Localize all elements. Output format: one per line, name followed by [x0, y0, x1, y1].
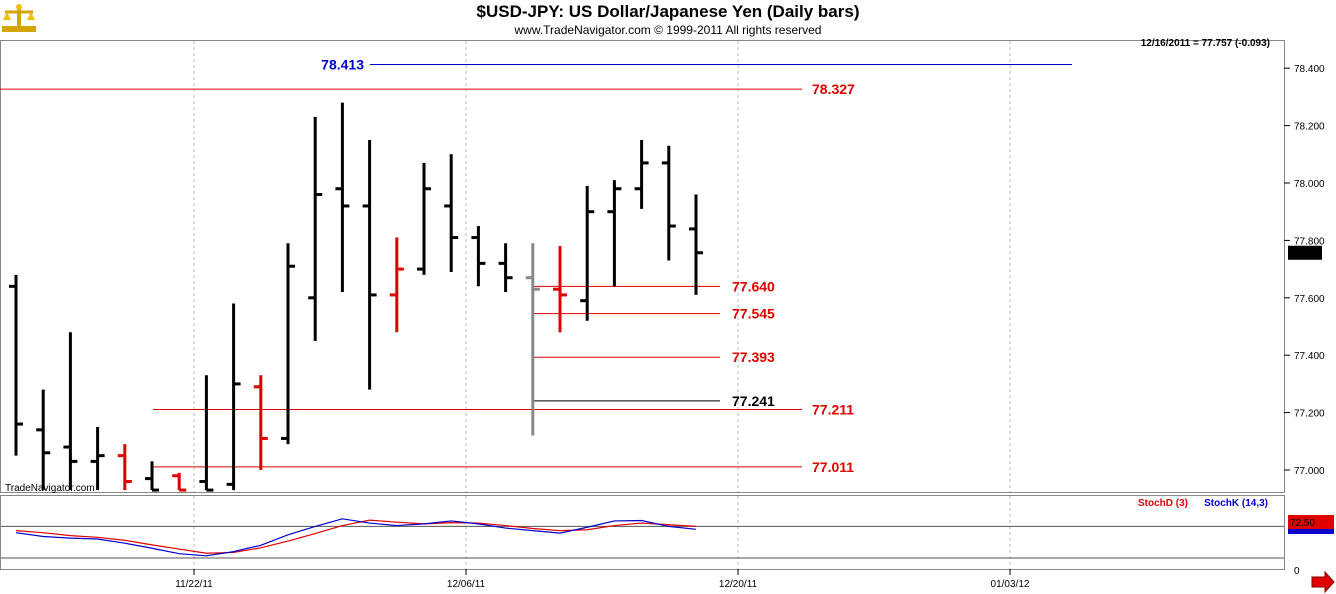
- watermark: TradeNavigator.com: [5, 483, 95, 494]
- legend-stochd: StochD (3): [1138, 498, 1188, 509]
- svg-text:72.50: 72.50: [1290, 518, 1315, 529]
- price-bars: [9, 102, 703, 492]
- stoch-last-value-marker: 72.50: [1288, 515, 1334, 534]
- x-tick-label: 12/06/11: [447, 579, 486, 590]
- ohlc-bar: [9, 274, 23, 456]
- tradenavigator-logo-icon: [2, 4, 36, 32]
- level-label: 77.211: [812, 401, 854, 417]
- scroll-right-arrow-icon[interactable]: [1311, 570, 1335, 594]
- ohlc-bar: [145, 461, 159, 492]
- chart-subtitle: www.TradeNavigator.com © 1999-2011 All r…: [514, 23, 822, 37]
- date-x-axis: 11/22/11 12/06/11 12/20/11 01/03/12: [175, 569, 1030, 590]
- grid-lines: [193, 41, 1011, 569]
- last-price-marker: [1288, 245, 1322, 260]
- stoch-series-line: [15, 519, 697, 554]
- x-tick-label: 11/22/11: [175, 579, 213, 590]
- ohlc-bar: [689, 194, 703, 295]
- chart-title: $USD-JPY: US Dollar/Japanese Yen (Daily …: [477, 2, 860, 21]
- stochastic-lines: [1, 518, 1284, 559]
- y-tick-label: 77.800: [1294, 236, 1325, 247]
- ohlc-bar: [281, 243, 295, 445]
- last-price-label: 77.757: [1290, 249, 1321, 260]
- last-bar-readout: 12/16/2011 = 77.757 (-0.093): [1141, 38, 1270, 49]
- level-label: 77.241: [732, 393, 775, 409]
- support-resistance-levels: 78.413 78.327 77.640 77.545 77.393 77.241 77.2…: [0, 56, 1072, 475]
- ohlc-bar: [199, 375, 214, 492]
- ohlc-bar: [444, 154, 459, 272]
- ohlc-bar: [308, 116, 323, 341]
- ohlc-bar: [389, 237, 404, 333]
- stoch-series-line: [15, 518, 697, 557]
- ohlc-bar: [607, 180, 622, 287]
- ohlc-bar: [471, 226, 486, 287]
- y-tick-label: 78.000: [1294, 179, 1325, 190]
- x-tick-label: 12/20/11: [719, 579, 758, 590]
- ohlc-bar: [634, 139, 649, 209]
- legend-stochk: StochK (14,3): [1204, 498, 1268, 509]
- ohlc-bar: [498, 243, 513, 293]
- level-label: 78.413: [321, 56, 364, 72]
- y-tick-label: 77.200: [1294, 409, 1325, 420]
- x-tick-label: 01/03/12: [991, 579, 1030, 590]
- level-label: 77.640: [732, 278, 775, 294]
- ohlc-bar: [226, 303, 241, 491]
- y-tick-label: 77.000: [1294, 466, 1325, 477]
- ohlc-bar: [362, 139, 377, 390]
- ohlc-bar: [253, 375, 268, 470]
- ohlc-bar: [117, 444, 132, 491]
- stoch-zero-label: 0: [1294, 566, 1300, 577]
- stochastic-panel: [0, 495, 1285, 570]
- level-label: 77.545: [732, 306, 775, 322]
- ohlc-bar: [417, 162, 431, 275]
- y-tick-label: 78.400: [1294, 64, 1325, 75]
- ohlc-bar: [553, 246, 567, 333]
- price-panel: [0, 40, 1285, 493]
- y-tick-label: 77.400: [1294, 351, 1325, 362]
- level-label: 78.327: [812, 81, 855, 97]
- level-label: 77.393: [732, 349, 775, 365]
- ohlc-bar: [172, 472, 187, 492]
- price-y-axis: 78.400 78.200 78.000 77.800 77.600 77.400 77.2…: [1284, 64, 1325, 477]
- ohlc-bar: [90, 426, 105, 491]
- y-tick-label: 77.600: [1294, 294, 1325, 305]
- y-tick-label: 78.200: [1294, 122, 1325, 133]
- ohlc-bar: [63, 332, 78, 491]
- ohlc-bar: [580, 185, 595, 321]
- ohlc-bar: [335, 102, 350, 293]
- level-label: 77.011: [812, 459, 854, 475]
- ohlc-bar: [661, 145, 676, 261]
- ohlc-bar: [36, 389, 51, 491]
- ohlc-bar: [525, 243, 540, 436]
